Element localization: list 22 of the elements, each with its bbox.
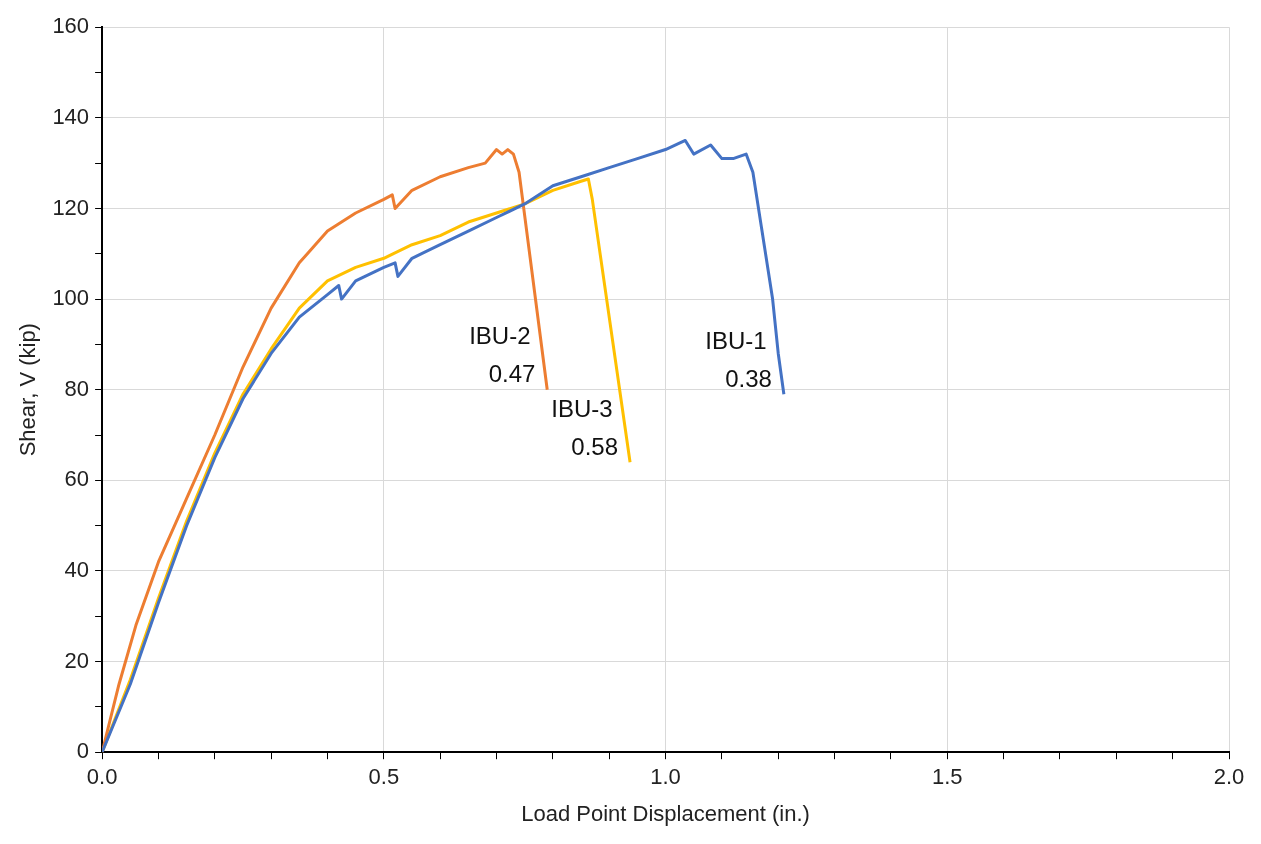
y-tick-label: 60: [64, 466, 90, 492]
y-tick-label: 120: [52, 194, 90, 220]
series-label: IBU-1: [705, 326, 767, 354]
annotation: 0.38: [725, 364, 772, 392]
y-tick-label: 0: [76, 738, 90, 764]
x-tick-label: 2.0: [1213, 764, 1245, 790]
y-tick-label: 80: [64, 375, 90, 401]
y-tick-label: 20: [64, 647, 90, 673]
x-tick-label: 1.5: [931, 764, 963, 790]
y-tick-label: 140: [52, 103, 90, 129]
x-axis-title: Load Point Displacement (in.): [521, 800, 810, 826]
y-tick-label: 100: [52, 285, 90, 311]
x-tick-label: 0.0: [86, 764, 118, 790]
x-tick-label: 1.0: [650, 764, 681, 790]
y-tick-label: 160: [52, 13, 90, 39]
annotation: 0.47: [488, 360, 536, 388]
y-axis-title: Shear, V (kip): [15, 323, 41, 457]
series-label: IBU-3: [551, 394, 613, 422]
y-tick-label: 40: [64, 557, 90, 583]
annotation: 0.58: [571, 432, 619, 460]
x-tick-label: 0.5: [368, 764, 400, 790]
series-label: IBU-2: [469, 322, 531, 350]
